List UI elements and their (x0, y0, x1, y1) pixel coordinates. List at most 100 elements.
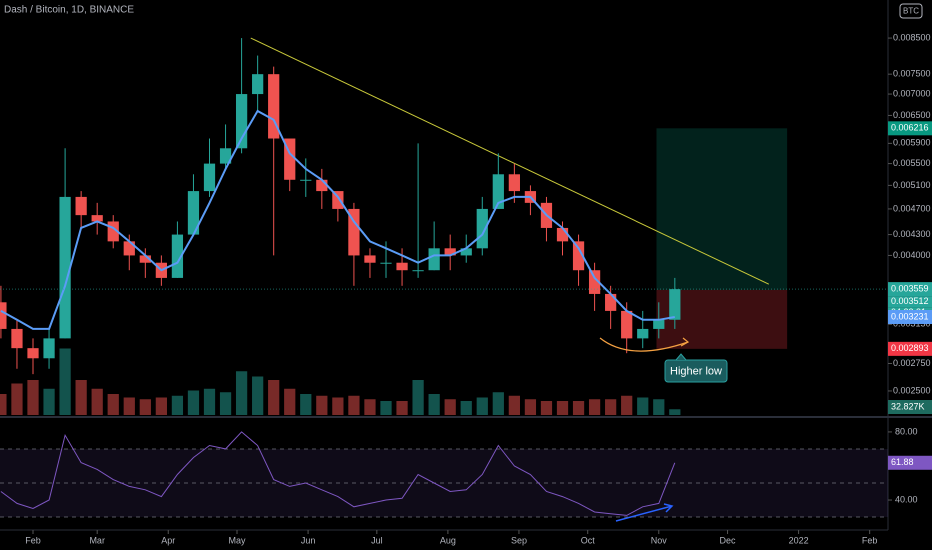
candle-body (332, 191, 344, 209)
volume-bar (284, 388, 296, 415)
candle-body (364, 255, 376, 263)
volume-badge (888, 400, 932, 414)
y-tick-label: 0.005500 (893, 158, 931, 168)
rsi-arrow (615, 503, 674, 522)
y-tick-label: 0.007000 (893, 88, 931, 98)
y-tick-label: 0.004300 (893, 229, 931, 239)
candle-body (508, 174, 520, 192)
volume-bar (588, 399, 601, 415)
volume-bar (572, 401, 585, 415)
candle-body (219, 148, 232, 164)
volume-bar (27, 380, 39, 415)
rsi-tick-label: 40.00 (895, 494, 918, 504)
volume-bar (300, 394, 312, 415)
candle-body (476, 208, 488, 249)
candle-body (653, 319, 665, 329)
candle-body (572, 241, 585, 271)
rsi-line (0, 431, 676, 516)
x-tick-label: May (229, 535, 247, 545)
candle-body (268, 74, 280, 139)
volume-bar (669, 409, 681, 415)
price-badge-extra-label: 0.003512 (891, 296, 929, 306)
candle-body (187, 191, 200, 235)
candle-body (91, 215, 103, 222)
candle-body (107, 221, 119, 242)
volume-bar (316, 395, 328, 415)
volume-bar (621, 395, 633, 415)
annotation-box (664, 359, 728, 383)
rsi-tick-label: 80.00 (895, 426, 918, 436)
volume-bar (508, 395, 520, 415)
candle-body (43, 338, 55, 359)
candle-body (252, 74, 264, 95)
candle-body (605, 293, 617, 311)
volume-bar (396, 401, 408, 415)
y-tick-label: 0.002500 (893, 385, 931, 395)
volume-bar (235, 371, 248, 415)
price-badge-label: 0.006216 (891, 123, 929, 133)
rsi-badge-label: 61.88 (891, 457, 914, 467)
candle-body (203, 163, 216, 192)
candle-body (316, 179, 328, 192)
volume-bar (653, 399, 665, 415)
x-tick-label: Sep (511, 535, 527, 545)
currency-badge[interactable] (899, 3, 923, 19)
volume-bar (412, 380, 424, 415)
volume-bar (91, 388, 103, 415)
candle-body (11, 328, 23, 349)
candle-body (492, 174, 504, 209)
candle-body (669, 289, 681, 320)
candle-body (556, 227, 569, 242)
volume-bar (637, 397, 649, 415)
ema-line (0, 109, 675, 330)
candle-body (139, 255, 151, 263)
candle-body (123, 241, 135, 256)
price-badge-extra (888, 296, 932, 308)
y-tick-label: 0.005900 (893, 138, 931, 148)
candle-body (348, 208, 360, 256)
x-tick-label: Jul (371, 535, 383, 545)
x-tick-label: Feb (25, 535, 41, 545)
volume-bar (476, 397, 488, 415)
volume-bar (540, 401, 553, 415)
candle-body (621, 310, 633, 339)
volume-bar (59, 348, 71, 415)
y-tick-label: 0.006500 (893, 110, 931, 120)
y-tick-label: 0.004000 (893, 250, 931, 260)
volume-bar (155, 397, 167, 415)
volume-bar (75, 380, 87, 415)
higher-low-curve (599, 337, 689, 352)
curve-arrowhead (680, 337, 690, 347)
volume-bar (0, 394, 7, 415)
volume-bar (203, 388, 216, 415)
volume-bar (380, 401, 392, 415)
candle-body (412, 270, 424, 272)
volume-bar (444, 399, 456, 415)
volume-bar (219, 392, 232, 415)
candle-body (27, 348, 39, 359)
volume-bar (605, 399, 617, 415)
price-badge-label: 0.003559 (891, 283, 929, 293)
candle-body (588, 270, 601, 294)
x-tick-label: Apr (161, 535, 175, 545)
candle-body (637, 328, 649, 339)
candle-body (380, 262, 392, 264)
candle-body (284, 138, 296, 180)
y-tick-label: 0.005100 (893, 180, 931, 190)
volume-badge-label: 32.827K (891, 401, 925, 411)
price-badge-label: 0.002893 (891, 343, 929, 353)
candle-body (171, 234, 184, 278)
volume-bar (332, 397, 344, 415)
candle-body (428, 248, 440, 271)
candle-body (0, 302, 7, 329)
x-tick-label: Nov (651, 535, 668, 545)
volume-bar (428, 394, 440, 415)
volume-bar (107, 394, 119, 415)
volume-bar (556, 401, 569, 415)
y-tick-label: 0.007500 (893, 69, 931, 79)
candle-body (300, 179, 312, 181)
x-tick-label: Jun (301, 535, 316, 545)
y-tick-label: 0.008500 (893, 32, 931, 42)
